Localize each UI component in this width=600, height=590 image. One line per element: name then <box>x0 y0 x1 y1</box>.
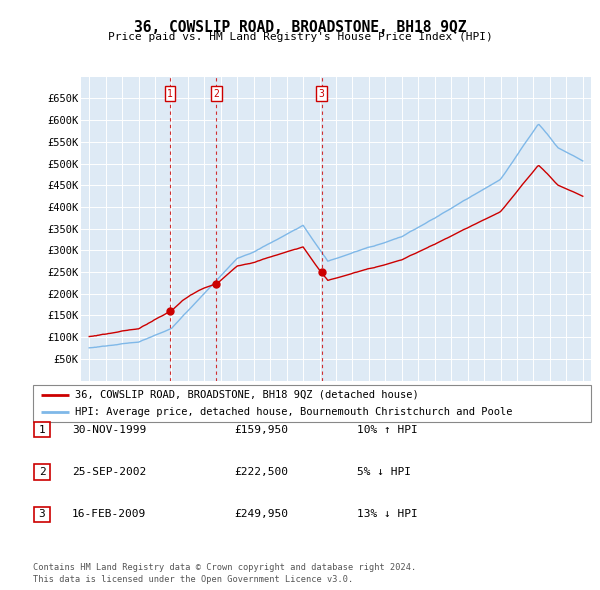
Text: This data is licensed under the Open Government Licence v3.0.: This data is licensed under the Open Gov… <box>33 575 353 584</box>
Text: 36, COWSLIP ROAD, BROADSTONE, BH18 9QZ (detached house): 36, COWSLIP ROAD, BROADSTONE, BH18 9QZ (… <box>75 390 419 399</box>
FancyBboxPatch shape <box>34 464 50 480</box>
Text: 1: 1 <box>38 425 46 434</box>
Text: 36, COWSLIP ROAD, BROADSTONE, BH18 9QZ: 36, COWSLIP ROAD, BROADSTONE, BH18 9QZ <box>134 20 466 35</box>
Text: Price paid vs. HM Land Registry's House Price Index (HPI): Price paid vs. HM Land Registry's House … <box>107 32 493 42</box>
Text: 2: 2 <box>38 467 46 477</box>
Text: 2: 2 <box>214 89 220 99</box>
Text: HPI: Average price, detached house, Bournemouth Christchurch and Poole: HPI: Average price, detached house, Bour… <box>75 407 512 417</box>
Text: 25-SEP-2002: 25-SEP-2002 <box>72 467 146 477</box>
Text: 30-NOV-1999: 30-NOV-1999 <box>72 425 146 434</box>
Text: 3: 3 <box>38 510 46 519</box>
Text: 13% ↓ HPI: 13% ↓ HPI <box>357 510 418 519</box>
Text: £249,950: £249,950 <box>234 510 288 519</box>
Text: £159,950: £159,950 <box>234 425 288 434</box>
Text: 5% ↓ HPI: 5% ↓ HPI <box>357 467 411 477</box>
FancyBboxPatch shape <box>34 506 50 523</box>
Text: Contains HM Land Registry data © Crown copyright and database right 2024.: Contains HM Land Registry data © Crown c… <box>33 563 416 572</box>
Text: 10% ↑ HPI: 10% ↑ HPI <box>357 425 418 434</box>
Text: 1: 1 <box>167 89 173 99</box>
Text: 3: 3 <box>319 89 325 99</box>
FancyBboxPatch shape <box>34 421 50 438</box>
Text: £222,500: £222,500 <box>234 467 288 477</box>
FancyBboxPatch shape <box>33 385 591 422</box>
Text: 16-FEB-2009: 16-FEB-2009 <box>72 510 146 519</box>
